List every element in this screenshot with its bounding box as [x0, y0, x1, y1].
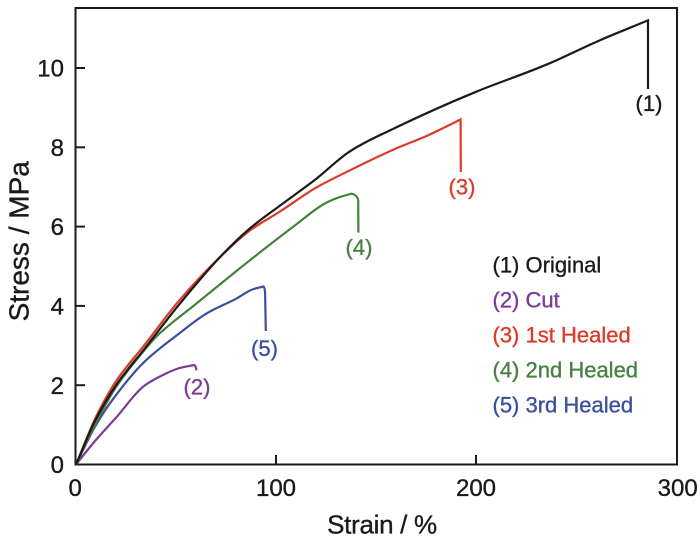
- svg-text:(1) Original: (1) Original: [493, 252, 602, 277]
- svg-text:(3): (3): [449, 175, 476, 200]
- svg-text:10: 10: [37, 56, 64, 83]
- svg-text:(5): (5): [251, 336, 278, 361]
- svg-text:4: 4: [51, 294, 64, 321]
- svg-text:(2): (2): [184, 375, 211, 400]
- svg-text:2: 2: [51, 373, 64, 400]
- svg-text:300: 300: [658, 475, 698, 502]
- svg-text:0: 0: [51, 452, 64, 479]
- svg-text:(3) 1st Healed: (3) 1st Healed: [493, 322, 631, 347]
- svg-text:(2) Cut: (2) Cut: [493, 287, 560, 312]
- svg-text:100: 100: [256, 475, 296, 502]
- svg-text:Strain / %: Strain / %: [327, 510, 437, 540]
- svg-text:8: 8: [51, 135, 64, 162]
- svg-text:(4) 2nd Healed: (4) 2nd Healed: [493, 357, 639, 382]
- svg-text:200: 200: [456, 475, 496, 502]
- svg-text:(1): (1): [636, 91, 663, 116]
- svg-text:0: 0: [69, 475, 82, 502]
- svg-text:Stress / MPa: Stress / MPa: [4, 161, 35, 322]
- svg-text:(5) 3rd Healed: (5) 3rd Healed: [493, 392, 634, 417]
- svg-text:(4): (4): [346, 235, 373, 260]
- svg-text:6: 6: [51, 214, 64, 241]
